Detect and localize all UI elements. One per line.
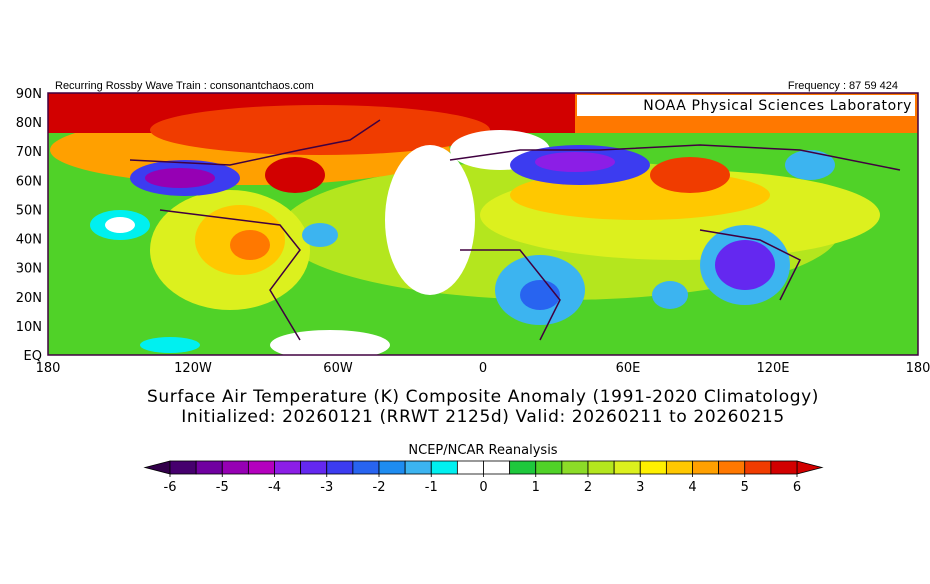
colorbar-box (744, 460, 772, 475)
dynamic: 180 120W 60W 0 60E 120E 180 90N 80N 70N 60N 50N 40N 3… (16, 87, 930, 495)
noaa-badge: NOAA Physical Sciences Laboratory (643, 98, 912, 114)
colorbar-tick-label: -2 (373, 480, 386, 495)
colorbar-tick-label: 2 (584, 480, 592, 495)
colorbar-title: NCEP/NCAR Reanalysis (408, 443, 557, 458)
lat-label: 50N (16, 203, 42, 218)
header-right: Frequency : 87 59 424 (788, 80, 898, 92)
colorbar-tick-label: 0 (479, 480, 487, 495)
colorbar-box (247, 460, 275, 475)
colorbar-box (352, 460, 380, 475)
colorbar-tick-label: 3 (636, 480, 644, 495)
colorbar-box (639, 460, 667, 475)
map-frame (47, 92, 919, 356)
colorbar-box (718, 460, 746, 475)
colorbar-tick-label: -1 (425, 480, 438, 495)
colorbar-box (221, 460, 249, 475)
colorbar-tick-label: 4 (688, 480, 696, 495)
title-line1: Surface Air Temperature (K) Composite An… (147, 387, 819, 407)
colorbar-box (665, 460, 693, 475)
lat-label: 30N (16, 262, 42, 277)
lon-label: 0 (479, 361, 487, 376)
colorbar-tick-label: -6 (164, 480, 177, 495)
colorbar-box (692, 460, 720, 475)
colorbar-box (274, 460, 302, 475)
colorbar-box (169, 460, 197, 475)
colorbar-box (561, 460, 589, 475)
lat-label: 40N (16, 233, 42, 248)
colorbar-under (143, 460, 171, 475)
lat-label: 90N (16, 87, 42, 102)
colorbar-box (535, 460, 563, 475)
colorbar-box (430, 460, 458, 475)
colorbar-box (483, 460, 511, 475)
lat-label: 20N (16, 291, 42, 306)
lon-label: 120W (174, 361, 212, 376)
lon-label: 60E (616, 361, 641, 376)
lat-label: 10N (16, 320, 42, 335)
colorbar-tick-label: 6 (793, 480, 801, 495)
lon-label: 180 (906, 361, 930, 376)
colorbar-tick-label: -5 (216, 480, 229, 495)
lon-label: 180 (36, 361, 61, 376)
colorbar-tick-label: -3 (320, 480, 333, 495)
lat-label: 70N (16, 145, 42, 160)
colorbar-box (770, 460, 798, 475)
colorbar-box (378, 460, 406, 475)
lat-label: EQ (24, 349, 42, 364)
colorbar-tick-label: 1 (532, 480, 540, 495)
colorbar-box (613, 460, 641, 475)
lon-label: 60W (323, 361, 353, 376)
header-left: Recurring Rossby Wave Train : consonantc… (55, 80, 314, 92)
lon-label: 120E (756, 361, 789, 376)
colorbar-box (404, 460, 432, 475)
colorbar-tick-label: -4 (268, 480, 281, 495)
colorbar-box (326, 460, 354, 475)
colorbar-box (587, 460, 615, 475)
lat-label: 60N (16, 174, 42, 189)
colorbar-box (195, 460, 223, 475)
lat-label: 80N (16, 116, 42, 131)
colorbar-box (509, 460, 537, 475)
map-field (48, 93, 918, 355)
colorbar-tick-label: 5 (741, 480, 749, 495)
colorbar-over (796, 460, 824, 475)
colorbar-box (300, 460, 328, 475)
colorbar-box (456, 460, 484, 475)
title-line2: Initialized: 20260121 (RRWT 2125d) Valid… (181, 407, 784, 427)
